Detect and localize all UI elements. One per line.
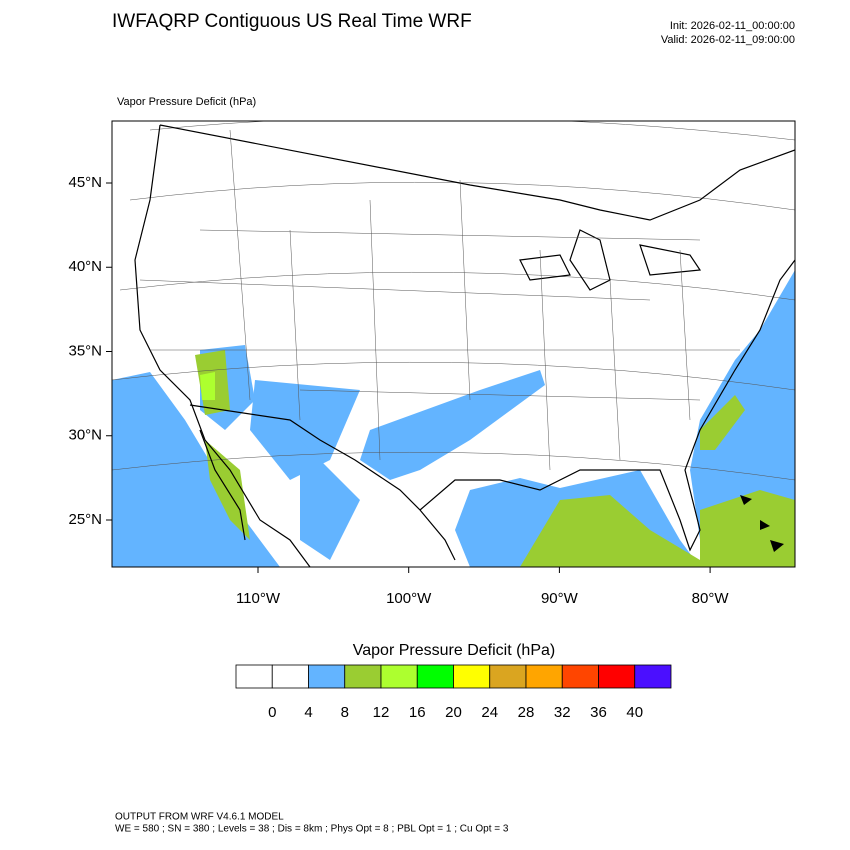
colorbar-label: 12: [373, 704, 390, 721]
lon-tick-label: 110°W: [236, 590, 281, 607]
colorbar-label: 20: [445, 704, 462, 721]
colorbar-label: 8: [341, 704, 349, 721]
colorbar-box: [271, 664, 309, 689]
footer-line: WE = 580 ; SN = 380 ; Levels = 38 ; Dis …: [115, 824, 509, 835]
footer-line: OUTPUT FROM WRF V4.6.1 MODEL: [115, 812, 284, 823]
colorbar-label: 4: [304, 704, 312, 721]
colorbar-title: Vapor Pressure Deficit (hPa): [353, 642, 555, 659]
map: [111, 120, 796, 568]
colorbar-box: [344, 664, 382, 689]
init-time: Init: 2026-02-11_00:00:00: [670, 20, 795, 32]
colorbar-label: 40: [626, 704, 643, 721]
colorbar-label: 24: [481, 704, 498, 721]
colorbar-box: [453, 664, 491, 689]
variable-label: Vapor Pressure Deficit (hPa): [117, 96, 256, 108]
valid-time: Valid: 2026-02-11_09:00:00: [661, 34, 795, 46]
colorbar-box: [634, 664, 672, 689]
colorbar-box: [416, 664, 454, 689]
colorbar-box: [308, 664, 346, 689]
lon-tick-label: 80°W: [692, 590, 730, 607]
colorbar-box: [489, 664, 527, 689]
colorbar-box: [380, 664, 418, 689]
colorbar-label: 28: [518, 704, 535, 721]
colorbar-box: [525, 664, 563, 689]
title: IWFAQRP Contiguous US Real Time WRF: [112, 11, 472, 32]
colorbar-box: [561, 664, 599, 689]
lat-tick-label: 45°N: [68, 174, 102, 191]
colorbar-label: 32: [554, 704, 571, 721]
colorbar-label: 0: [268, 704, 276, 721]
lat-tick-label: 30°N: [68, 427, 102, 444]
colorbar-box: [598, 664, 636, 689]
lat-tick-label: 25°N: [68, 511, 102, 528]
colorbar-label: 36: [590, 704, 607, 721]
lon-tick-label: 90°W: [541, 590, 579, 607]
colorbar-box: [235, 664, 273, 689]
lon-tick-label: 100°W: [386, 590, 432, 607]
lat-tick-label: 35°N: [68, 342, 102, 359]
colorbar-label: 16: [409, 704, 426, 721]
lat-tick-label: 40°N: [68, 258, 102, 275]
